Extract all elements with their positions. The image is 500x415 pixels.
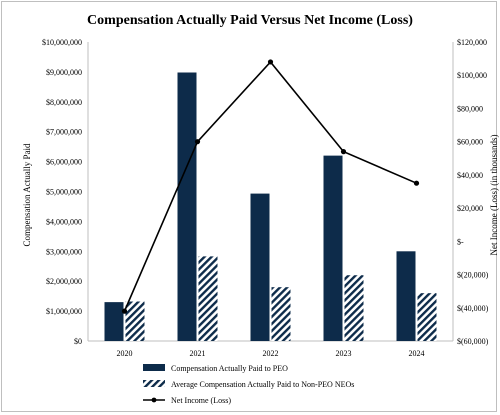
left-tick-label: $6,000,000 bbox=[46, 158, 82, 167]
left-tick-label: $4,000,000 bbox=[46, 217, 82, 226]
legend-swatch-peo bbox=[143, 364, 165, 371]
left-tick-label: $9,000,000 bbox=[46, 68, 82, 77]
net-income-point bbox=[413, 180, 420, 186]
bar-peo bbox=[396, 251, 416, 341]
x-tick-label: 2020 bbox=[117, 349, 133, 358]
bar-non-peo bbox=[125, 301, 145, 341]
net-income-point bbox=[340, 149, 347, 155]
bar-non-peo bbox=[344, 275, 364, 341]
left-tick-label: $2,000,000 bbox=[46, 277, 82, 286]
right-tick-label: $(20,000) bbox=[457, 271, 489, 280]
right-axis-label: Net Income (Loss) (in thousands) bbox=[489, 135, 499, 256]
right-tick-label: $80,000 bbox=[457, 104, 483, 113]
chart-title: Compensation Actually Paid Versus Net In… bbox=[87, 13, 413, 28]
plot-area: $0 $1,000,000 $2,000,000 $3,000,000 $4,000,0… bbox=[42, 38, 489, 358]
left-axis-label: Compensation Actually Paid bbox=[22, 143, 32, 246]
net-income-point bbox=[121, 308, 128, 314]
bar-peo bbox=[250, 193, 270, 341]
bar-peo bbox=[104, 302, 124, 341]
right-tick-label: $100,000 bbox=[457, 71, 487, 80]
legend: Compensation Actually Paid to PEO Average… bbox=[143, 364, 354, 405]
left-tick-label: $7,000,000 bbox=[46, 128, 82, 137]
left-tick-label: $8,000,000 bbox=[46, 98, 82, 107]
bar-non-peo bbox=[198, 256, 218, 341]
right-tick-label: $(60,000) bbox=[457, 337, 489, 346]
x-tick-label: 2022 bbox=[263, 349, 279, 358]
left-tick-label: $1,000,000 bbox=[46, 307, 82, 316]
x-tick-label: 2023 bbox=[336, 349, 352, 358]
legend-label-net-income: Net Income (Loss) bbox=[171, 396, 231, 405]
net-income-line bbox=[123, 60, 417, 312]
bar-peo bbox=[177, 72, 197, 342]
legend-marker-net-income bbox=[151, 397, 157, 403]
legend-label-non-peo: Average Compensation Actually Paid to No… bbox=[171, 380, 354, 389]
x-tick-label: 2024 bbox=[409, 349, 425, 358]
x-tick-label: 2021 bbox=[190, 349, 206, 358]
left-tick-label: $3,000,000 bbox=[46, 247, 82, 256]
legend-label-peo: Compensation Actually Paid to PEO bbox=[171, 364, 288, 373]
right-tick-label: $20,000 bbox=[457, 204, 483, 213]
net-income-point bbox=[267, 59, 274, 65]
left-tick-label: $10,000,000 bbox=[42, 38, 82, 47]
left-tick-label: $5,000,000 bbox=[46, 188, 82, 197]
left-tick-label: $0 bbox=[74, 337, 82, 346]
net-income-point bbox=[194, 139, 201, 145]
right-tick-label: $60,000 bbox=[457, 138, 483, 147]
bar-non-peo bbox=[271, 287, 291, 341]
right-tick-label: $120,000 bbox=[457, 38, 487, 47]
right-tick-label: $40,000 bbox=[457, 171, 483, 180]
bar-non-peo bbox=[417, 293, 437, 341]
legend-swatch-non-peo bbox=[143, 380, 165, 387]
right-tick-label: $- bbox=[457, 237, 464, 246]
right-tick-label: $(40,000) bbox=[457, 304, 489, 313]
bar-peo bbox=[323, 155, 343, 341]
